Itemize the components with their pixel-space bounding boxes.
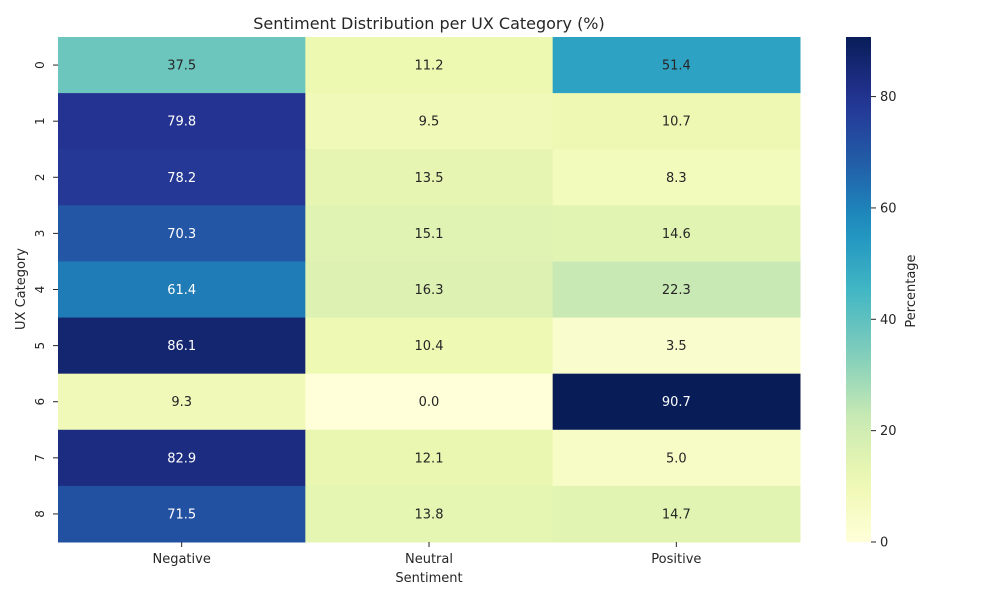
cell-value-label: 14.6 xyxy=(662,227,691,242)
cell-value-label: 0.0 xyxy=(419,395,440,410)
y-tick-label: 8 xyxy=(33,510,47,518)
y-axis-label: UX Category xyxy=(14,248,29,330)
heatmap-cell xyxy=(305,485,554,543)
x-tick-label: Neutral xyxy=(405,552,453,567)
chart-title: Sentiment Distribution per UX Category (… xyxy=(253,14,605,33)
heatmap-cell xyxy=(305,429,554,487)
cell-value-label: 78.2 xyxy=(167,171,196,186)
x-axis-label: Sentiment xyxy=(395,571,462,586)
cell-value-label: 71.5 xyxy=(167,507,196,522)
colorbar-tick-label: 60 xyxy=(880,201,897,216)
cell-value-label: 13.8 xyxy=(415,507,444,522)
heatmap-cells: 37.5 11.2 51.4 79.8 9.5 10.7 78.2 13.5 8.3 70.3 15… xyxy=(58,37,801,543)
colorbar-tick-label: 40 xyxy=(880,313,897,328)
cell-value-label: 5.0 xyxy=(666,451,687,466)
cell-value-label: 11.2 xyxy=(415,59,444,74)
heatmap-cell xyxy=(58,37,306,94)
colorbar-tick-label: 0 xyxy=(880,536,888,551)
cell-value-label: 8.3 xyxy=(666,171,687,186)
heatmap-cell xyxy=(58,205,306,262)
cell-value-label: 3.5 xyxy=(666,339,687,354)
cell-value-label: 86.1 xyxy=(167,339,196,354)
cell-value-label: 82.9 xyxy=(167,451,196,466)
heatmap-cell xyxy=(552,261,801,319)
heatmap-cell xyxy=(305,149,554,206)
cell-value-label: 12.1 xyxy=(415,451,444,466)
y-tick-label: 4 xyxy=(33,286,47,294)
y-axis: 0 1 2 3 4 5 6 7 8 xyxy=(33,61,58,518)
heatmap-cell xyxy=(58,93,306,150)
cell-value-label: 22.3 xyxy=(662,283,691,298)
y-tick-label: 5 xyxy=(33,342,47,350)
heatmap-cell xyxy=(58,317,306,375)
heatmap-cell xyxy=(305,317,554,375)
cell-value-label: 90.7 xyxy=(662,395,691,410)
y-tick-label: 0 xyxy=(33,61,47,69)
cell-value-label: 61.4 xyxy=(167,283,196,298)
heatmap-cell xyxy=(552,205,801,262)
x-axis: Negative Neutral Positive xyxy=(152,542,701,567)
cell-value-label: 16.3 xyxy=(415,283,444,298)
cell-value-label: 9.3 xyxy=(171,395,192,410)
heatmap-cell xyxy=(305,261,554,319)
x-tick-label: Negative xyxy=(152,552,210,567)
heatmap-cell xyxy=(58,373,306,431)
cell-value-label: 10.7 xyxy=(662,115,691,130)
cell-value-label: 51.4 xyxy=(662,59,691,74)
heatmap-cell xyxy=(552,149,801,206)
heatmap-cell xyxy=(305,205,554,262)
y-tick-label: 3 xyxy=(33,230,47,238)
cell-value-label: 14.7 xyxy=(662,507,691,522)
heatmap-cell xyxy=(552,37,801,94)
heatmap-cell xyxy=(552,93,801,150)
heatmap-cell xyxy=(305,37,554,94)
y-tick-label: 1 xyxy=(33,117,47,125)
heatmap-cell xyxy=(552,373,801,431)
cell-value-label: 79.8 xyxy=(167,115,196,130)
heatmap-cell xyxy=(552,429,801,487)
colorbar-tick-label: 80 xyxy=(880,90,897,105)
heatmap-cell xyxy=(552,485,801,543)
heatmap-cell xyxy=(58,485,306,543)
y-tick-label: 2 xyxy=(33,173,47,181)
x-tick-label: Positive xyxy=(651,552,701,567)
heatmap-cell xyxy=(552,317,801,375)
cell-value-label: 15.1 xyxy=(415,227,444,242)
heatmap-cell xyxy=(305,373,554,431)
cell-value-label: 70.3 xyxy=(167,227,196,242)
heatmap-cell xyxy=(58,261,306,319)
heatmap-cell xyxy=(58,429,306,487)
cell-value-label: 9.5 xyxy=(419,115,440,130)
cell-value-label: 13.5 xyxy=(415,171,444,186)
colorbar: 0 20 40 60 80 xyxy=(846,37,897,551)
colorbar-label: Percentage xyxy=(904,254,919,327)
heatmap-cell xyxy=(58,149,306,206)
heatmap-cell xyxy=(305,93,554,150)
cell-value-label: 37.5 xyxy=(167,59,196,74)
colorbar-tick-label: 20 xyxy=(880,424,897,439)
y-tick-label: 6 xyxy=(33,398,47,406)
y-tick-label: 7 xyxy=(33,454,47,462)
cell-value-label: 10.4 xyxy=(415,339,444,354)
colorbar-gradient xyxy=(846,37,871,542)
